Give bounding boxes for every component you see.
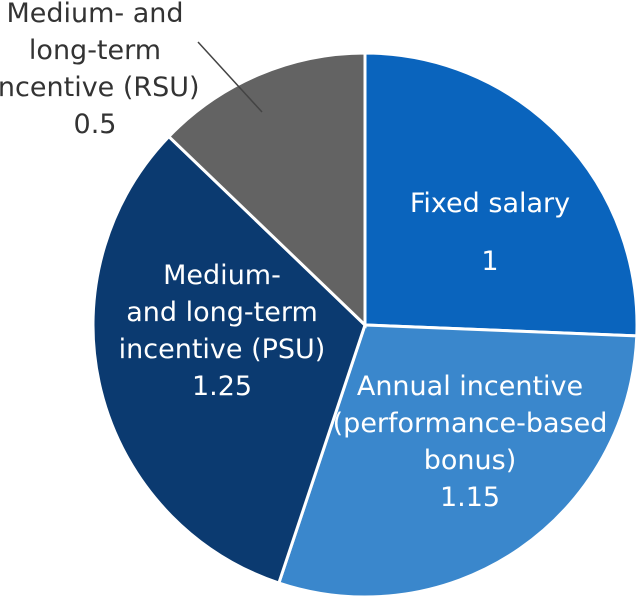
slice-label-line: Medium- and [6,0,183,29]
slice-label-annual-incentive-performance-based-bonus: Annual incentive (performance-based bonus)… [333,371,608,513]
slice-label-line: (performance-based [333,408,608,439]
slice-label-line: and long-term [126,297,318,328]
slice-value: 0.5 [74,109,117,140]
slice-label-line: Medium- [163,260,281,291]
slice-label-line: bonus) [424,445,516,476]
pie-slice-fixed-salary [363,51,639,338]
slice-label-medium-and-long-term-incentive-psu: Medium-and long-term incentive (PSU) 1.25 [119,260,326,402]
slice-label-line: incentive (PSU) [119,334,326,365]
slice-label-line: Fixed salary [410,188,570,219]
slice-value: 1 [481,246,498,277]
slice-label-fixed-salary: Fixed salary 1 [410,188,570,277]
leader-line [197,41,263,113]
slice-label-line: incentive (RSU) [0,72,200,103]
slice-label-line: Annual incentive [357,371,583,402]
slice-label-line: long-term [29,35,161,66]
slice-value: 1.15 [440,482,500,513]
pie-slice-medium-and-long-term-incentive-psu [91,134,367,585]
slice-label-medium-and-long-term-incentive-rsu: Medium- and long-term incentive (RSU) 0.5 [0,0,200,140]
slice-value: 1.25 [192,371,252,402]
pie-slice-medium-and-long-term-incentive-rsu [166,51,367,329]
pie-slice-annual-incentive-performance-based-bonus [276,323,639,599]
